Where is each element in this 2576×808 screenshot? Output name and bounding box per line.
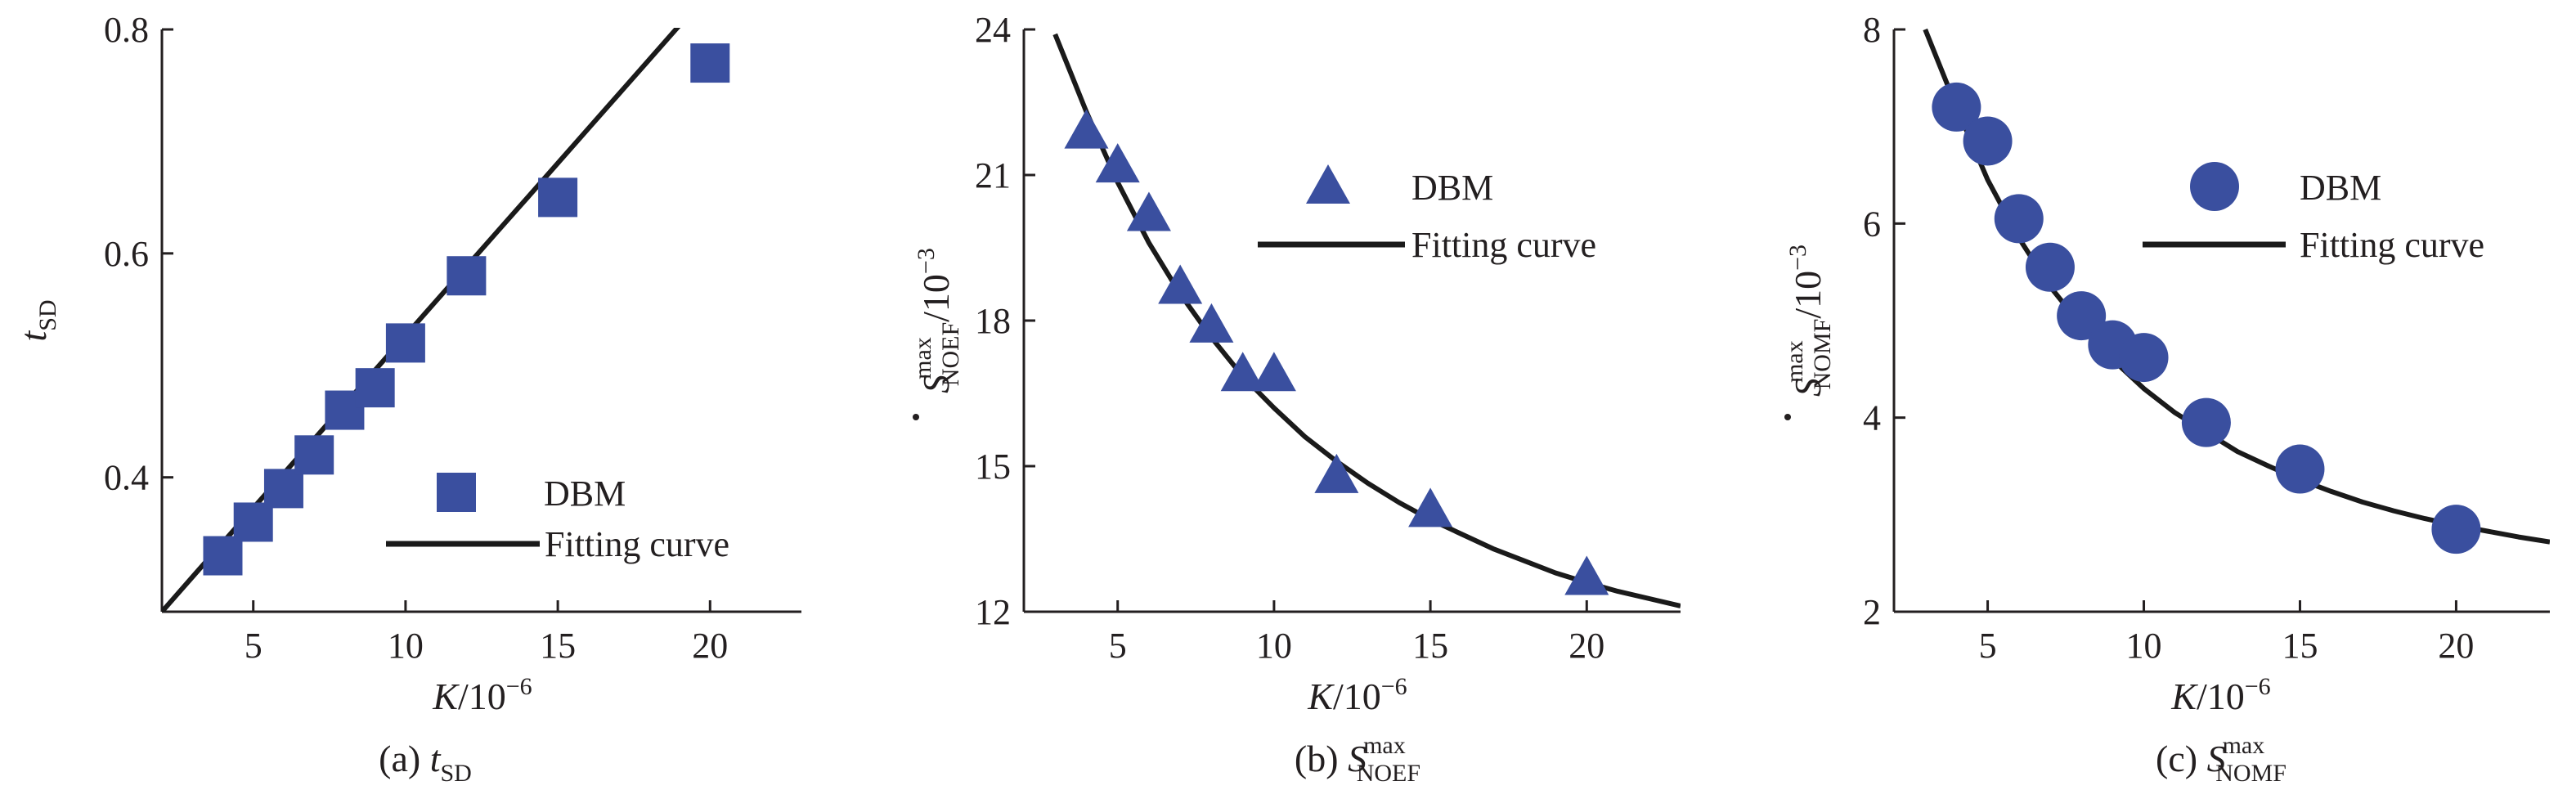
legend-dbm-marker: [1306, 164, 1350, 204]
dbm-data-point: [2057, 291, 2107, 341]
dbm-data-point: [355, 368, 395, 408]
dbm-data-point: [1994, 194, 2044, 244]
dbm-data-point: [447, 256, 487, 296]
dot-accent: [913, 414, 919, 420]
legend: DBM Fitting curve: [386, 473, 729, 564]
dbm-data-point: [1220, 352, 1265, 392]
panel-caption: (c) Smax NOMF: [2156, 732, 2287, 787]
dbm-data-point: [203, 536, 243, 576]
y-axis-label: SmaxNOEF/10−3: [909, 248, 964, 420]
panel-c: 5 10 15 20 2 4 6 8 DBM Fitting curve K/10−6 SmaxNOM…: [1781, 10, 2550, 787]
y-tick-label: 0.6: [104, 234, 149, 274]
y-tick-label: 2: [1863, 592, 1881, 632]
dot-accent: [1784, 414, 1791, 420]
dbm-data-point: [690, 43, 730, 83]
x-tick-label: 15: [1412, 626, 1448, 666]
dbm-data-point: [2025, 242, 2075, 292]
legend-label-dbm: DBM: [2300, 168, 2381, 208]
panel-caption: (a) tSD: [379, 738, 472, 787]
x-tick-label: 10: [2126, 626, 2162, 666]
legend-label-dbm: DBM: [1411, 168, 1493, 208]
y-tick-label: 8: [1863, 10, 1881, 50]
dbm-data-point: [1932, 82, 1981, 132]
y-tick-label: 4: [1863, 398, 1881, 438]
dbm-data-point: [385, 323, 425, 363]
dbm-data-point: [1095, 143, 1140, 183]
y-tick-label: 21: [975, 155, 1011, 195]
y-tick-label: 24: [975, 10, 1011, 50]
x-tick-label: 20: [1568, 626, 1604, 666]
dbm-data-point: [1189, 303, 1234, 343]
fitting-curve-line: [1052, 33, 1681, 608]
dbm-data-point: [1314, 453, 1359, 493]
dbm-data-point: [1564, 555, 1609, 595]
dbm-data-point: [2431, 505, 2481, 554]
legend: DBM Fitting curve: [2143, 162, 2484, 265]
x-tick-label: 15: [540, 626, 576, 666]
x-tick-label: 5: [1979, 626, 1997, 666]
fitting-curve-line: [1923, 28, 2550, 545]
dbm-data-point: [1126, 191, 1171, 231]
x-tick-label: 20: [2438, 626, 2474, 666]
dbm-data-point: [1408, 487, 1453, 527]
dbm-data-point: [1251, 352, 1296, 392]
y-tick-label: 15: [975, 447, 1011, 487]
legend-label-dbm: DBM: [544, 474, 626, 514]
panel-caption: (b) Smax NOEF: [1295, 732, 1420, 787]
svg-text:tSD: tSD: [12, 299, 61, 341]
svg-text:SmaxNOMF/10−3: SmaxNOMF/10−3: [1781, 245, 1836, 397]
dbm-data-point: [1158, 264, 1203, 304]
y-axis-label: SmaxNOMF/10−3: [1781, 245, 1836, 420]
dbm-data-point: [538, 177, 578, 218]
y-tick-label: 18: [975, 301, 1011, 341]
x-tick-label: 15: [2282, 626, 2318, 666]
panel-b: 5 10 15 20 12 15 18 21 24 DBM Fitting curve K/10−6 S…: [909, 10, 1681, 787]
x-axis-label: K/10−6: [432, 673, 532, 717]
y-tick-label: 6: [1863, 204, 1881, 244]
dbm-data-point: [263, 469, 303, 509]
legend-dbm-marker: [2190, 162, 2239, 211]
dbm-data-point: [233, 502, 273, 542]
y-tick-label: 0.4: [104, 458, 149, 498]
x-tick-label: 5: [245, 626, 263, 666]
legend-dbm-marker: [437, 473, 476, 512]
y-tick-label: 0.8: [104, 10, 149, 50]
legend-label-fitting-curve: Fitting curve: [1411, 225, 1596, 265]
x-axis-label: K/10−6: [2170, 673, 2270, 717]
legend-label-fitting-curve: Fitting curve: [545, 524, 729, 564]
dbm-data-point: [2181, 397, 2231, 447]
x-tick-label: 5: [1109, 626, 1127, 666]
dbm-data-point: [294, 435, 334, 475]
legend-label-fitting-curve: Fitting curve: [2300, 225, 2484, 265]
dbm-data-point: [2119, 333, 2169, 383]
dbm-data-point: [1064, 109, 1109, 149]
x-tick-label: 10: [388, 626, 424, 666]
y-tick-label: 12: [975, 592, 1011, 632]
dbm-data-point: [2275, 444, 2325, 494]
x-tick-label: 10: [1256, 626, 1292, 666]
x-tick-label: 20: [692, 626, 728, 666]
y-axis-label: tSD: [12, 299, 61, 341]
dbm-data-point: [1963, 116, 2013, 166]
x-axis-label: K/10−6: [1307, 673, 1407, 717]
svg-text:SmaxNOEF/10−3: SmaxNOEF/10−3: [909, 248, 964, 393]
panel-a: 5 10 15 20 0.4 0.6 0.8 DBM Fitting curve K/10−6 tS…: [12, 10, 801, 787]
legend: DBM Fitting curve: [1258, 164, 1596, 265]
